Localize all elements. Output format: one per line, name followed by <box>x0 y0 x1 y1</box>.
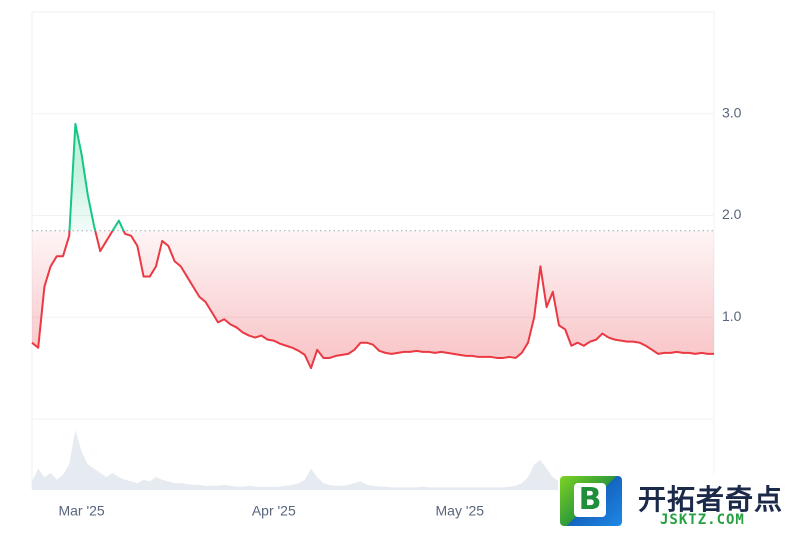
y-tick-label: 3.0 <box>722 104 742 120</box>
brand-site: JSKTZ.COM <box>660 512 745 528</box>
y-tick-label: 1.0 <box>722 308 742 324</box>
brand-name: 开拓者奇点 <box>638 484 784 515</box>
watermark: B 开拓者奇点 JSKTZ.COM <box>558 474 794 530</box>
logo-letter: B <box>574 483 606 517</box>
x-tick-label: May '25 <box>436 503 485 519</box>
logo: B <box>560 476 622 526</box>
price-line <box>31 122 714 370</box>
volume-area <box>32 430 714 490</box>
price-area <box>32 123 714 369</box>
x-tick-label: Mar '25 <box>58 503 104 519</box>
y-tick-label: 2.0 <box>722 206 742 222</box>
x-tick-label: Apr '25 <box>252 503 296 519</box>
